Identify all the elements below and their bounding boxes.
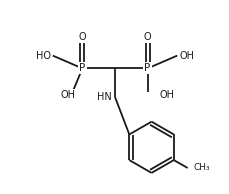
Text: OH: OH	[178, 51, 193, 61]
Text: HO: HO	[36, 51, 51, 61]
Text: O: O	[78, 32, 86, 42]
Text: OH: OH	[159, 90, 174, 100]
Text: HN: HN	[97, 92, 112, 102]
Text: OH: OH	[60, 90, 75, 100]
Text: CH₃: CH₃	[193, 164, 209, 172]
Text: O: O	[143, 32, 151, 42]
Text: P: P	[144, 63, 150, 73]
Text: P: P	[79, 63, 85, 73]
